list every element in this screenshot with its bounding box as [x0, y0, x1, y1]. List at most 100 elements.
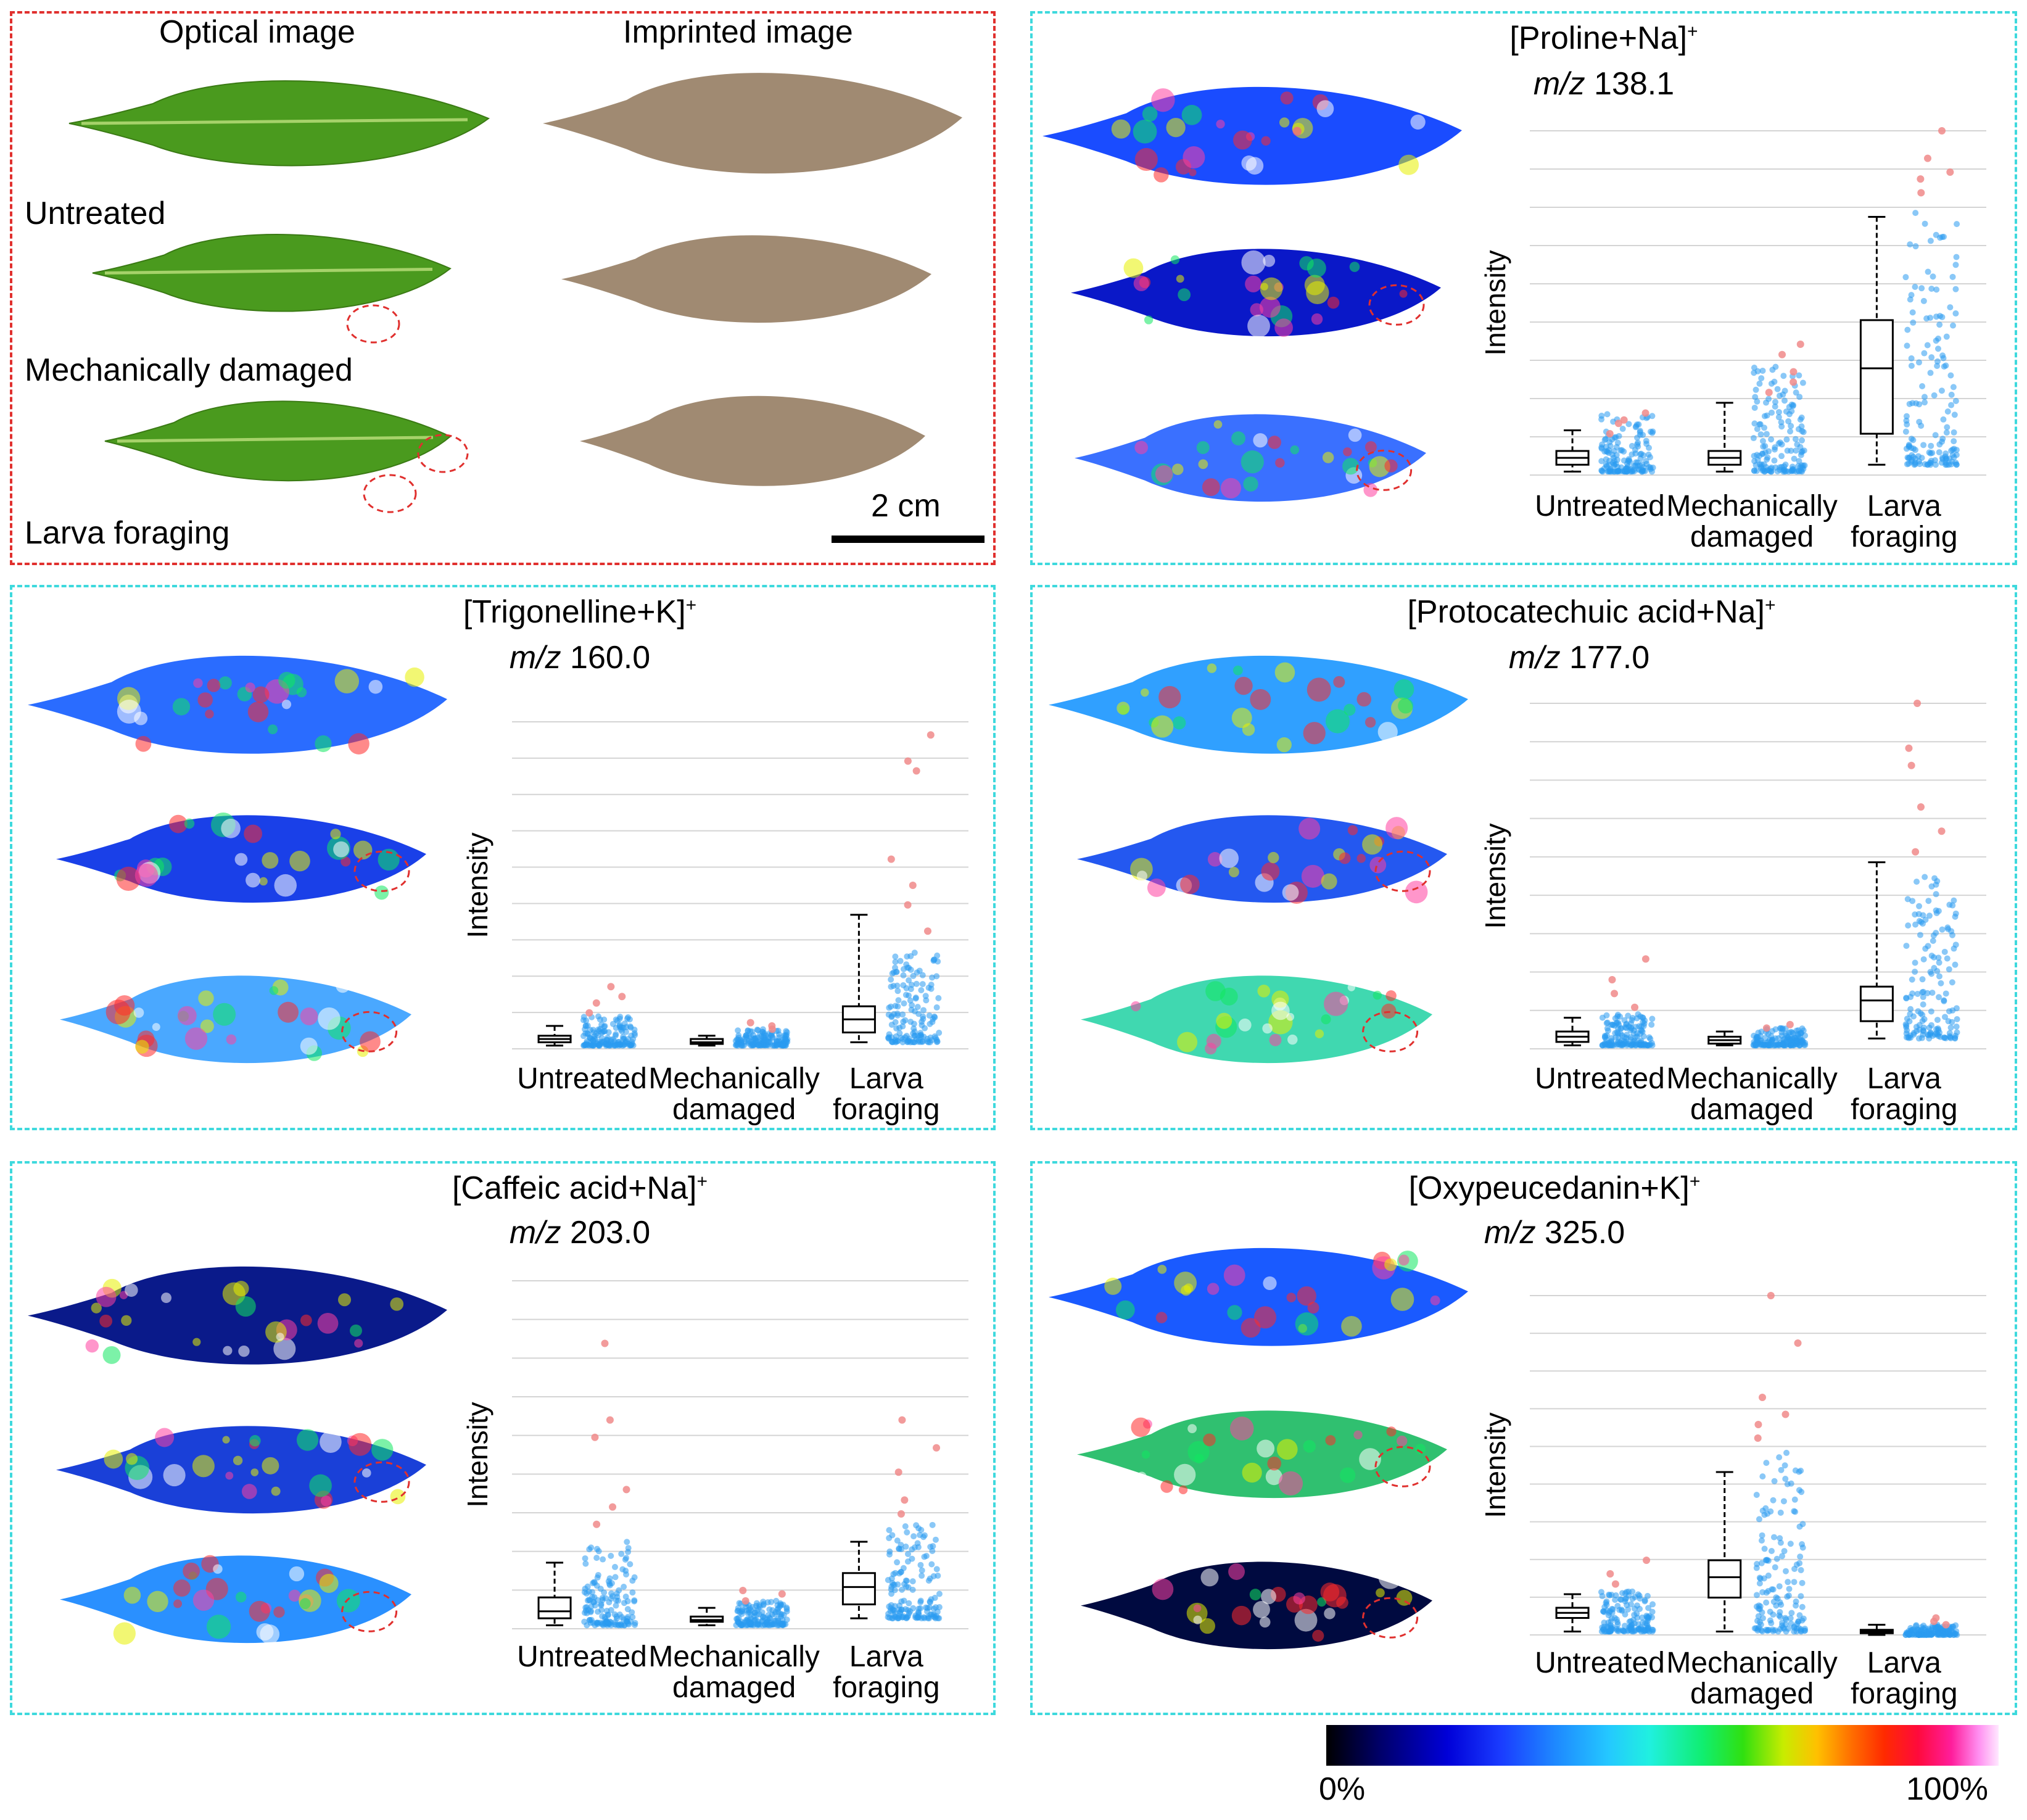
- scatter-point: [1799, 437, 1806, 444]
- scatter-point: [590, 1041, 597, 1048]
- outlier-point: [1923, 154, 1931, 162]
- scatter-point: [1641, 1598, 1648, 1605]
- scatter-point: [886, 1527, 893, 1534]
- colorbar-max-label: 100%: [1906, 1771, 1988, 1807]
- scatter-point: [1762, 468, 1769, 474]
- msi-hotspot: [198, 990, 214, 1006]
- scatter-point: [1777, 1539, 1784, 1546]
- scatter-point: [611, 1563, 618, 1570]
- scatter-point: [935, 1572, 941, 1579]
- scatter-point: [1952, 286, 1959, 292]
- scatter-point: [1752, 1625, 1759, 1632]
- msi-hotspot: [1398, 154, 1419, 175]
- scatter-point: [1953, 461, 1960, 468]
- category-label: Untreated: [517, 1640, 647, 1673]
- scatter-point: [1914, 990, 1921, 997]
- category-label: Untreated: [1535, 490, 1665, 523]
- scatter-point: [753, 1600, 760, 1607]
- msi-hotspot: [300, 1007, 318, 1025]
- scatter-point: [775, 1027, 782, 1034]
- msi-hotspot: [1384, 1258, 1397, 1272]
- msi-hotspot: [1136, 1471, 1147, 1482]
- msi-hotspot: [206, 1615, 231, 1639]
- msi-hotspot: [1261, 136, 1271, 146]
- scatter-point: [1903, 417, 1910, 424]
- msi-hotspot: [1131, 1417, 1150, 1437]
- msi-hotspot: [1297, 1286, 1316, 1306]
- msi-hotspot: [1282, 884, 1299, 901]
- scatter-point: [590, 1027, 597, 1033]
- scatter-point: [1772, 1564, 1778, 1571]
- scatter-point: [1602, 1033, 1609, 1040]
- scatter-point: [904, 1550, 911, 1557]
- scatter-point: [1916, 1022, 1923, 1028]
- scatter-point: [1913, 1622, 1920, 1629]
- scatter-point: [917, 1599, 924, 1606]
- scatter-point: [1649, 1015, 1656, 1022]
- leaf-images-panel: [10, 11, 996, 565]
- scatter-point: [1625, 421, 1632, 428]
- msi-hotspot: [1253, 1306, 1277, 1329]
- msi-hotspot: [1325, 1435, 1336, 1446]
- msi-hotspot: [1205, 1043, 1217, 1055]
- scatter-point: [894, 1581, 901, 1588]
- scatter-point: [624, 1539, 630, 1545]
- scatter-point: [1649, 1608, 1656, 1615]
- y-axis-label: Intensity: [1479, 823, 1511, 929]
- msi-hotspot: [300, 1314, 312, 1326]
- scatter-point: [1638, 1037, 1645, 1044]
- scatter-point: [1764, 1627, 1771, 1634]
- scatter-point: [906, 1600, 912, 1607]
- scatter-point: [1912, 969, 1918, 975]
- scatter-point: [1902, 1631, 1909, 1638]
- scatter-point: [1768, 468, 1775, 475]
- msi-hotspot: [1147, 879, 1166, 897]
- msi-hotspot: [1405, 880, 1428, 904]
- outlier-point: [1767, 1292, 1775, 1299]
- outlier-point: [1754, 1434, 1762, 1442]
- category-label: Mechanically: [1666, 490, 1837, 523]
- scatter-point: [909, 1586, 916, 1593]
- damage-circle: [346, 304, 400, 344]
- outlier-point: [1606, 1570, 1614, 1578]
- scatter-point: [1775, 408, 1782, 415]
- scatter-point: [1779, 1553, 1786, 1560]
- msi-leaf-image: [1077, 815, 1447, 903]
- scatter-point: [1760, 443, 1767, 450]
- msi-hotspot: [1231, 708, 1252, 729]
- msi-hotspot: [1219, 848, 1239, 868]
- msi-hotspot: [405, 667, 424, 687]
- scatter-point: [913, 980, 920, 987]
- scatter-point: [1772, 1026, 1779, 1033]
- scatter-point: [1758, 375, 1765, 382]
- scatter-point: [1912, 210, 1919, 217]
- msi-hotspot: [1339, 852, 1351, 864]
- scatter-point: [595, 1042, 602, 1049]
- category-label: Mechanically: [648, 1640, 819, 1673]
- scatter-point: [1776, 392, 1783, 399]
- msi-hotspot: [1172, 463, 1184, 475]
- outlier-point: [1913, 700, 1922, 707]
- scatter-point: [1637, 451, 1643, 458]
- msi-hotspot: [1241, 250, 1266, 275]
- msi-hotspot: [299, 1598, 311, 1610]
- scatter-point: [1794, 441, 1801, 448]
- scatter-point: [886, 1004, 893, 1011]
- scatter-point: [1754, 1042, 1761, 1049]
- msi-hotspot: [265, 1321, 287, 1343]
- scatter-point: [1758, 1537, 1765, 1544]
- scatter-point: [1763, 399, 1770, 406]
- scatter-point: [1635, 421, 1642, 428]
- scatter-point: [1928, 442, 1934, 449]
- outlier-point: [622, 1486, 630, 1494]
- outlier-point: [1790, 368, 1798, 376]
- outlier-point: [591, 1433, 599, 1441]
- scatter-point: [1798, 1566, 1804, 1573]
- scatter-point: [1751, 364, 1757, 371]
- scatter-point: [605, 1029, 612, 1036]
- scatter-point: [1623, 466, 1630, 473]
- scatter-point: [1631, 1605, 1638, 1612]
- scatter-point: [1785, 1579, 1791, 1586]
- scatter-point: [1949, 1623, 1956, 1630]
- scatter-point: [1753, 1592, 1760, 1599]
